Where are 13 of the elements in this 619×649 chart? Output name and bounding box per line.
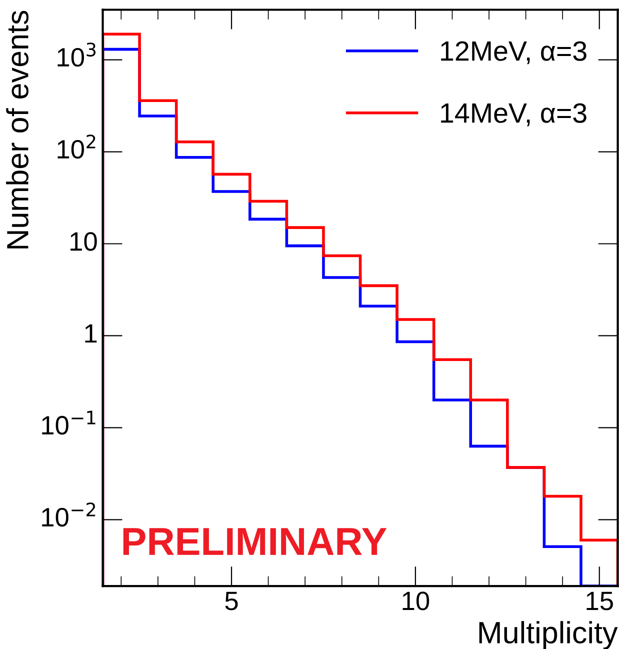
legend-label: 12MeV, α=3 <box>441 41 586 64</box>
y-tick-label: 10$^{−1}$ <box>42 410 96 435</box>
legend-label: 14MeV, α=3 <box>441 103 586 126</box>
y-tick-label: 10$^{2}$ <box>58 134 96 159</box>
y-tick-label: 10$^{−2}$ <box>42 502 96 527</box>
y-axis-title: Number of events <box>6 10 29 248</box>
x-tick-label: 10 <box>402 592 430 610</box>
y-tick-label: 10 <box>70 232 97 251</box>
x-tick-label: 5 <box>225 592 238 610</box>
y-tick-label: 1 <box>85 324 97 343</box>
y-tick-label: 10$^{3}$ <box>58 42 96 67</box>
x-tick-label: 15 <box>586 592 613 610</box>
annotation: PRELIMINARY <box>123 528 387 555</box>
